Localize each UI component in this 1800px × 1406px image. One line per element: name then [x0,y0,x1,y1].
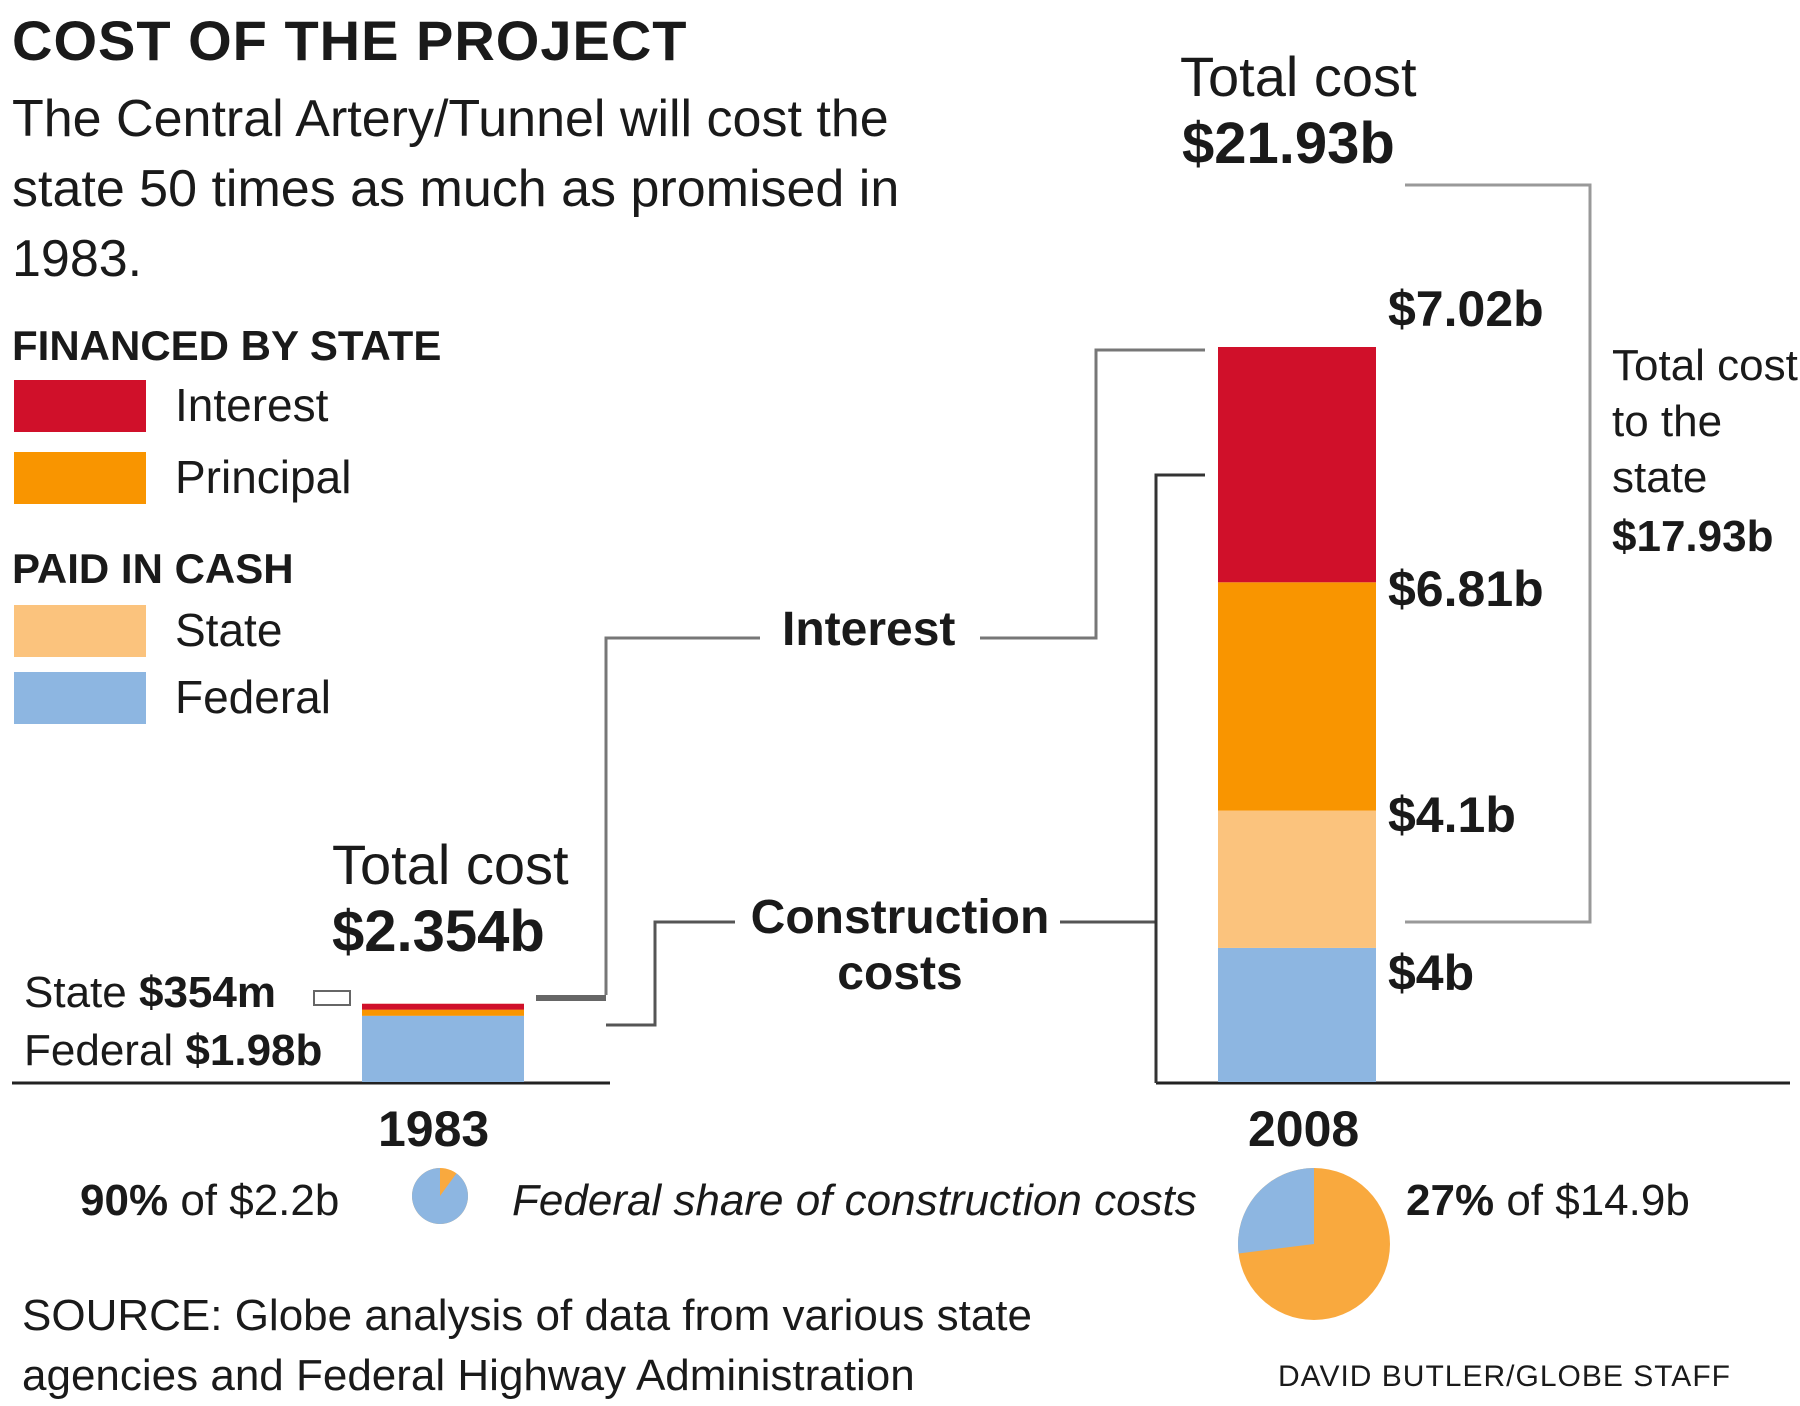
legend-swatch-state [14,605,146,657]
pie-2008-pct: 27% [1406,1176,1495,1225]
pie-slice-federal-1983 [412,1168,468,1224]
chart-title: COST OF THE PROJECT [12,9,688,72]
pie-1983-pct: 90% [80,1176,169,1225]
pie-1983 [412,1168,468,1224]
legend-swatch-principal [14,452,146,504]
bar-label-federal-2008: $4b [1388,945,1475,1001]
label-federal-1983-prefix: Federal [24,1026,174,1075]
bar-stack-1983 [362,1003,524,1082]
bar-principal-1983-sliver [362,1009,524,1016]
label-state-1983: State $354m [24,968,276,1018]
bar-label-state-2008: $4.1b [1388,787,1516,843]
credit-line: DAVID BUTLER/GLOBE STAFF [1278,1360,1731,1393]
state-total-bracket [1405,183,1592,924]
label-federal-1983: Federal $1.98b [24,1026,322,1076]
label-federal-1983-value: $1.98b [185,1026,323,1075]
label-state-1983-value: $354m [138,968,276,1017]
legend-swatch-interest [14,380,146,432]
legend-label-state: State [175,604,283,656]
pie-2008 [1238,1168,1390,1320]
source-note: SOURCE: Globe analysis of data from vari… [22,1291,1032,1400]
total-label-2008: Total cost [1180,45,1417,108]
label-state-1983-prefix: State [24,968,127,1017]
legend-cash-title: PAID IN CASH [12,545,294,592]
legend-financed-title: FINANCED BY STATE [12,322,442,369]
bar-federal-1983 [362,1015,524,1082]
legend-label-principal: Principal [175,451,352,503]
connector-interest-right [980,348,1205,640]
bar-principal-2008 [1218,582,1376,811]
state-total-label: Total cost to the state [1612,341,1798,502]
total-value-1983: $2.354b [332,899,545,964]
total-value-2008: $21.93b [1182,111,1395,176]
connector-interest-left [604,636,760,995]
legend-swatch-federal [14,672,146,724]
bar-interest-2008 [1218,347,1376,583]
pie-caption: Federal share of construction costs [512,1176,1197,1225]
legend-label-federal: Federal [175,671,331,723]
legend-label-interest: Interest [175,379,329,431]
connector-label-interest: Interest [782,603,956,656]
bar-label-interest-2008: $7.02b [1388,281,1544,337]
year-label-1983: 1983 [378,1101,490,1157]
state-total-value: $17.93b [1612,512,1774,561]
pie-slice-federal-2008 [1238,1168,1314,1254]
bar-state-2008 [1218,810,1376,948]
pie-1983-caption: 90% of $2.2b [80,1176,339,1226]
chart-subtitle: The Central Artery/Tunnel will cost the … [12,90,900,288]
year-label-2008: 2008 [1248,1101,1360,1157]
total-label-1983: Total cost [332,833,569,896]
pie-2008-of: of $14.9b [1506,1176,1690,1225]
bar-interest-1983-sliver [362,1003,524,1010]
pointer-state-1983 [313,990,351,1006]
pie-1983-of: of $2.2b [180,1176,340,1225]
bar-stack-2008 [1218,347,1376,1082]
bar-label-principal-2008: $6.81b [1388,561,1544,617]
connector-construction-left [606,920,735,1027]
connector-construction-bracket [1154,473,1205,1083]
pie-2008-caption: 27% of $14.9b [1406,1176,1690,1226]
bar-federal-2008 [1218,947,1376,1082]
connector-label-construction: Construction costs [750,891,1050,1000]
